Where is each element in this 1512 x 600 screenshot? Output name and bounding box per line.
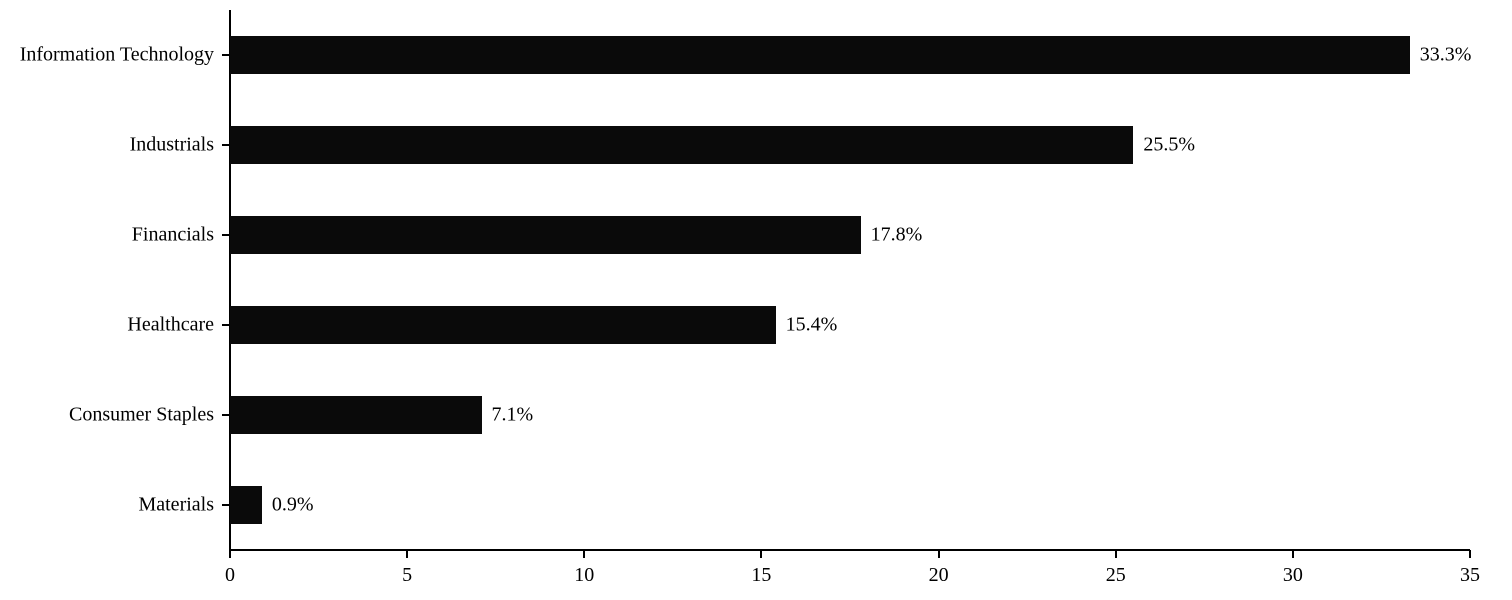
bar-value-label: 0.9% xyxy=(272,494,314,517)
sector-allocation-chart: 0 5 10 15 20 25 30 35 Information Technology 33.3… xyxy=(0,0,1512,600)
x-tick-label: 30 xyxy=(1283,564,1303,587)
x-tick-label: 25 xyxy=(1106,564,1126,587)
bar xyxy=(230,486,262,524)
y-axis-line xyxy=(229,10,231,550)
y-category-label: Consumer Staples xyxy=(69,404,214,427)
bar xyxy=(230,306,776,344)
x-tick xyxy=(406,550,408,558)
x-tick xyxy=(938,550,940,558)
y-category-label: Materials xyxy=(138,494,214,517)
x-tick xyxy=(760,550,762,558)
y-tick xyxy=(222,144,230,146)
x-tick-label: 5 xyxy=(402,564,412,587)
bar-value-label: 17.8% xyxy=(871,224,923,247)
x-tick-label: 0 xyxy=(225,564,235,587)
bar xyxy=(230,36,1410,74)
y-category-label: Information Technology xyxy=(20,44,214,67)
bar-value-label: 33.3% xyxy=(1420,44,1472,67)
x-tick-label: 15 xyxy=(751,564,771,587)
x-axis-line xyxy=(230,549,1470,551)
bar-value-label: 25.5% xyxy=(1143,134,1195,157)
x-tick-label: 35 xyxy=(1460,564,1480,587)
y-category-label: Financials xyxy=(132,224,214,247)
x-tick xyxy=(1292,550,1294,558)
bar xyxy=(230,126,1133,164)
y-category-label: Industrials xyxy=(130,134,214,157)
x-tick xyxy=(583,550,585,558)
x-tick-label: 20 xyxy=(929,564,949,587)
x-tick-label: 10 xyxy=(574,564,594,587)
x-tick xyxy=(1115,550,1117,558)
bar xyxy=(230,216,861,254)
y-tick xyxy=(222,54,230,56)
y-tick xyxy=(222,504,230,506)
bar xyxy=(230,396,482,434)
y-tick xyxy=(222,234,230,236)
x-tick xyxy=(1469,550,1471,558)
y-category-label: Healthcare xyxy=(127,314,214,337)
y-tick xyxy=(222,414,230,416)
y-tick xyxy=(222,324,230,326)
bar-value-label: 15.4% xyxy=(786,314,838,337)
bar-value-label: 7.1% xyxy=(492,404,534,427)
x-tick xyxy=(229,550,231,558)
